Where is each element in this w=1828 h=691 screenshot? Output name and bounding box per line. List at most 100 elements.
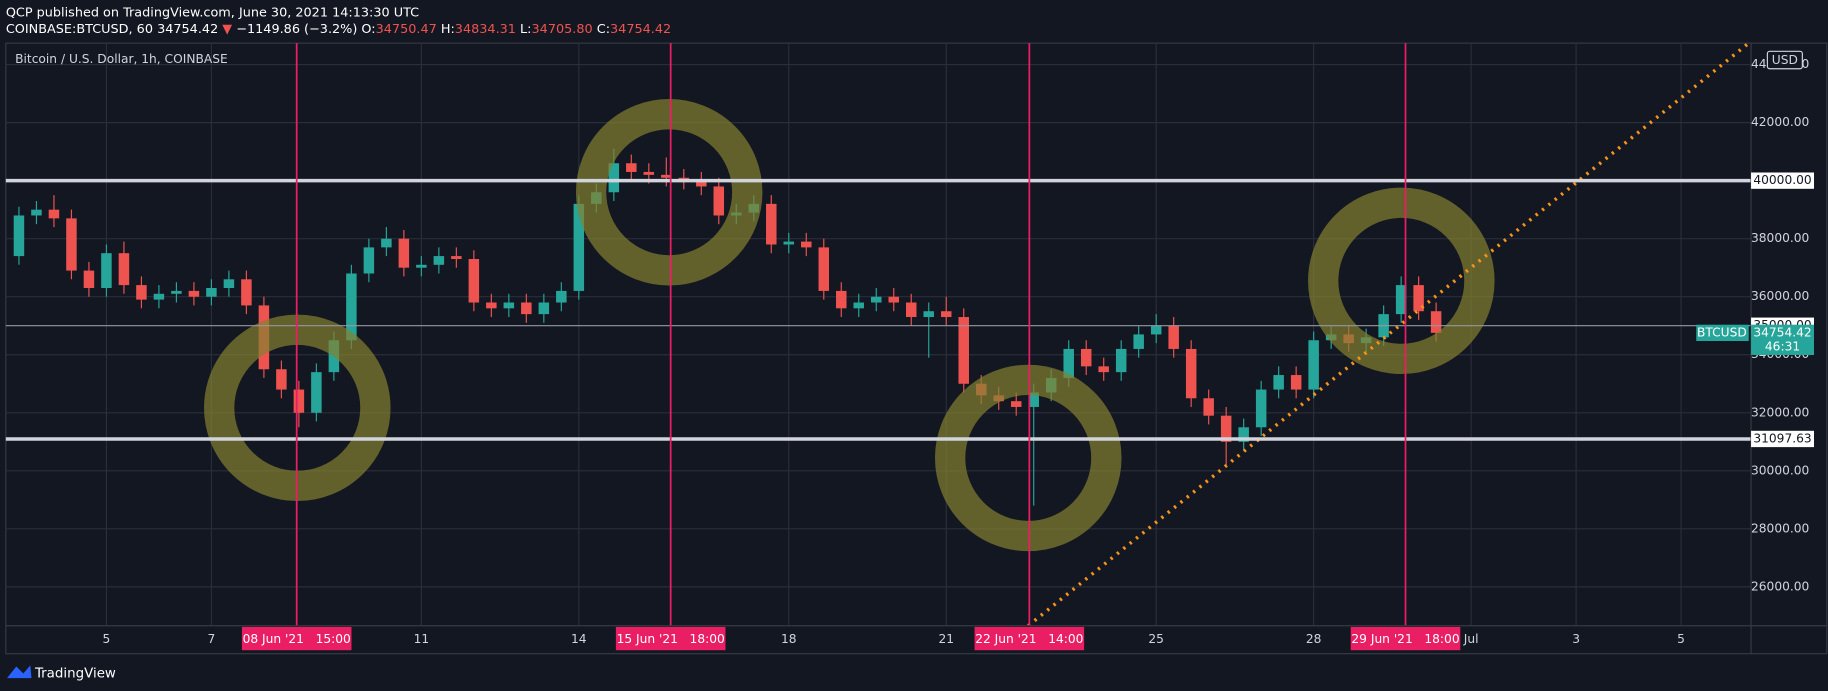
- candle-body: [416, 264, 427, 268]
- highlight-circle: [575, 99, 763, 286]
- candle-body: [958, 317, 969, 384]
- candle-body: [1395, 285, 1407, 315]
- symbol-line: COINBASE:BTCUSD, 60 34754.42 ▼ −1149.86 …: [6, 22, 671, 37]
- candle-body: [136, 285, 147, 300]
- candle-body: [206, 288, 217, 297]
- candle-body: [486, 302, 497, 309]
- candle-body: [643, 171, 655, 175]
- time-tag-label: 08 Jun '21 15:00: [243, 632, 351, 646]
- y-tick-label: 36000.00: [1751, 289, 1809, 303]
- candle-body: [1273, 375, 1284, 390]
- candle-body: [521, 302, 532, 315]
- candle-body: [241, 279, 252, 306]
- candle-body: [888, 296, 899, 303]
- x-tick-label: 25: [1148, 632, 1164, 646]
- ohlc-value: 34754.42: [610, 22, 671, 37]
- x-tick-label: 5: [103, 632, 111, 646]
- candle-body: [556, 290, 567, 303]
- time-tag: [974, 626, 1085, 651]
- candle-body: [153, 293, 165, 300]
- brand: TradingView: [34, 667, 116, 682]
- candle-body: [363, 247, 375, 274]
- candle-body: [871, 296, 882, 303]
- last: 34754.42: [157, 22, 218, 37]
- price-tag-label: 31097.63: [1753, 431, 1811, 445]
- candle-body: [118, 253, 130, 286]
- y-tick-label: 38000.00: [1751, 231, 1809, 245]
- candle-body: [801, 241, 812, 248]
- candle-body: [223, 279, 235, 289]
- candle-body: [381, 238, 392, 248]
- candle-body: [451, 256, 462, 259]
- candle-body: [48, 209, 60, 219]
- candle-body: [1133, 334, 1144, 349]
- highlight-circle: [1308, 187, 1495, 375]
- candle-body: [818, 247, 830, 291]
- ohlc-value: 34705.80: [532, 22, 593, 37]
- candle-body: [836, 290, 847, 309]
- chart-panel: [5, 42, 1828, 655]
- candle-body: [661, 174, 672, 178]
- candle-body: [293, 389, 305, 413]
- time-tag-label: 22 Jun '21 14:00: [975, 632, 1083, 646]
- symbol-tag-label: BTCUSD: [1697, 325, 1747, 339]
- candle-body: [1308, 340, 1319, 390]
- candle-body: [766, 203, 777, 245]
- candle-body: [276, 369, 287, 390]
- candle-body: [171, 290, 182, 294]
- price-tag-label: 40000.00: [1753, 173, 1811, 187]
- candle-body: [1098, 366, 1109, 373]
- currency-badge: [1766, 50, 1803, 70]
- last-price-tag: [1751, 324, 1815, 355]
- candle-body: [31, 209, 42, 216]
- candle-body: [783, 241, 795, 245]
- highlight-circle: [934, 364, 1122, 552]
- x-tick-label: 14: [571, 632, 587, 646]
- candle-body: [1430, 311, 1442, 333]
- candle-body: [188, 290, 200, 297]
- y-tick-label: 32000.00: [1751, 405, 1809, 419]
- ohlc-label: L:: [520, 22, 531, 37]
- x-tick-label: 5: [1677, 632, 1685, 646]
- candle-body: [1413, 285, 1424, 312]
- candle-body: [1220, 415, 1232, 442]
- y-tick-label: 28000.00: [1751, 521, 1809, 535]
- y-tick-label: 30000.00: [1751, 463, 1809, 477]
- candle-body: [1255, 389, 1267, 428]
- candle-body: [1115, 348, 1127, 373]
- candle-body: [398, 238, 410, 268]
- candle-body: [66, 218, 77, 271]
- publisher: QCP published on TradingView.com, June 3…: [6, 5, 419, 20]
- x-tick-label: Jul: [1463, 632, 1479, 646]
- time-tag: [615, 626, 726, 651]
- symbol-tag: [1696, 324, 1749, 342]
- candle-body: [940, 311, 952, 318]
- candle-body: [1150, 325, 1162, 335]
- ohlc-value: 34750.47: [376, 22, 437, 37]
- ohlc-label: O:: [361, 22, 375, 37]
- candle-body: [1290, 375, 1302, 390]
- candle-body: [626, 163, 637, 172]
- ohlc-label: C:: [597, 22, 610, 37]
- price-tag: [1751, 172, 1815, 189]
- time-tag: [1350, 626, 1461, 651]
- candle-body: [433, 256, 445, 265]
- y-tick-label: 42000.00: [1751, 115, 1809, 129]
- x-tick-label: 28: [1306, 632, 1322, 646]
- change: −1149.86 (−3.2%): [236, 22, 357, 37]
- symbol: COINBASE:BTCUSD, 60: [6, 22, 153, 37]
- candle-body: [503, 302, 515, 309]
- candle-body: [1238, 427, 1249, 442]
- candle-body: [696, 180, 707, 187]
- candle-body: [853, 302, 865, 309]
- candle-body: [1080, 348, 1092, 367]
- x-tick-label: 3: [1572, 632, 1580, 646]
- candle-body: [1063, 348, 1074, 378]
- candle-body: [346, 273, 357, 341]
- candle-body: [1028, 392, 1039, 407]
- ohlc-label: H:: [441, 22, 455, 37]
- price-tag: [1751, 430, 1815, 448]
- currency: USD: [1772, 53, 1798, 67]
